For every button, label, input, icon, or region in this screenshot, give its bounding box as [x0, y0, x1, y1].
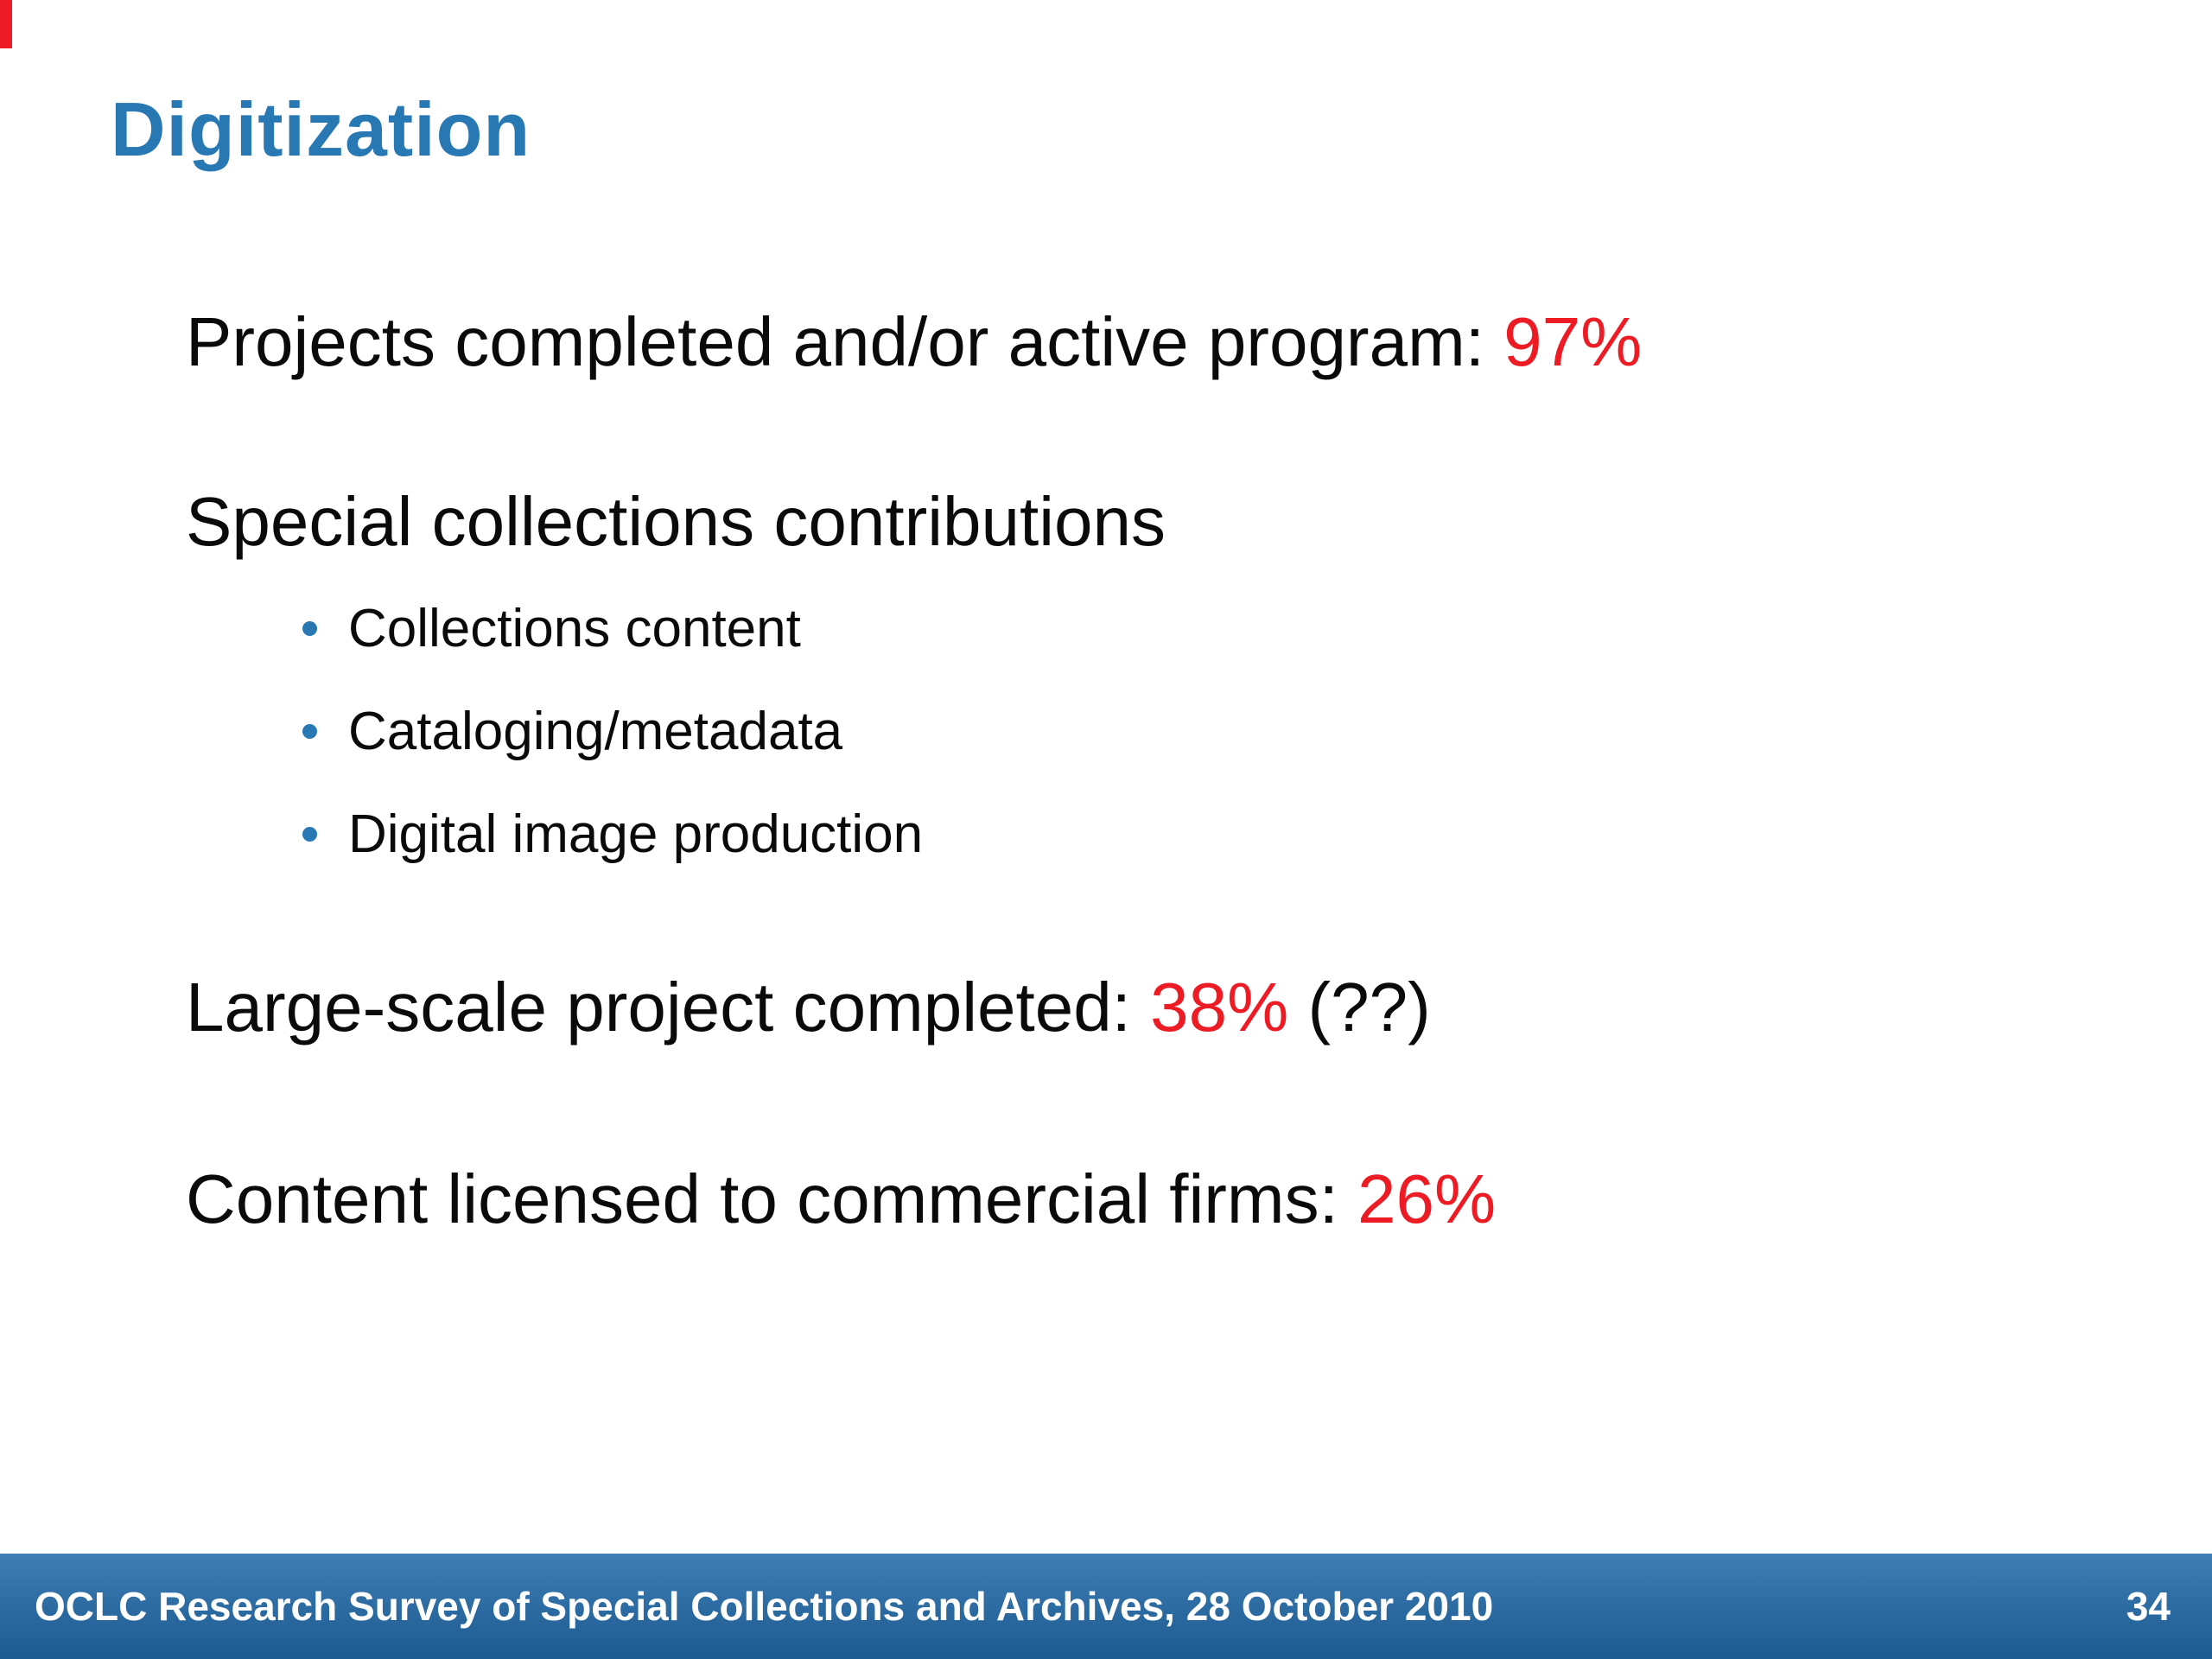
section-heading-contributions: Special collections contributions — [186, 483, 1166, 560]
stat-line-licensed: Content licensed to commercial firms: 26… — [186, 1161, 2143, 1237]
list-item: Collections content — [302, 601, 923, 657]
stat-line-projects: Projects completed and/or active program… — [186, 304, 2143, 380]
list-item: Cataloging/metadata — [302, 703, 923, 760]
footer-bar: OCLC Research Survey of Special Collecti… — [0, 1554, 2212, 1659]
bullet-dot — [302, 724, 317, 740]
stat-line-projects-text: Projects completed and/or active program… — [186, 303, 1504, 380]
bullet-dot — [302, 621, 317, 637]
stat-line-projects-value: 97% — [1503, 303, 1643, 380]
stat-line-largescale-suffix: (??) — [1288, 969, 1431, 1046]
footer-source-text: OCLC Research Survey of Special Collecti… — [35, 1584, 1494, 1629]
stat-line-largescale: Large-scale project completed: 38% (??) — [186, 969, 2143, 1046]
corner-accent-bar — [0, 0, 12, 48]
footer-page-number: 34 — [2126, 1584, 2171, 1629]
stat-line-licensed-value: 26% — [1357, 1160, 1497, 1237]
bullet-dot — [302, 827, 317, 842]
slide-title: Digitization — [111, 86, 531, 172]
list-item: Digital image production — [302, 806, 923, 862]
bullet-label: Digital image production — [348, 804, 924, 865]
bullet-label: Collections content — [348, 599, 801, 658]
stat-line-largescale-text: Large-scale project completed: — [186, 969, 1151, 1046]
stat-line-largescale-value: 38% — [1150, 969, 1289, 1046]
stat-line-licensed-text: Content licensed to commercial firms: — [186, 1160, 1358, 1237]
contributions-bullet-list: Collections content Cataloging/metadata … — [302, 601, 923, 909]
bullet-label: Cataloging/metadata — [348, 702, 843, 762]
